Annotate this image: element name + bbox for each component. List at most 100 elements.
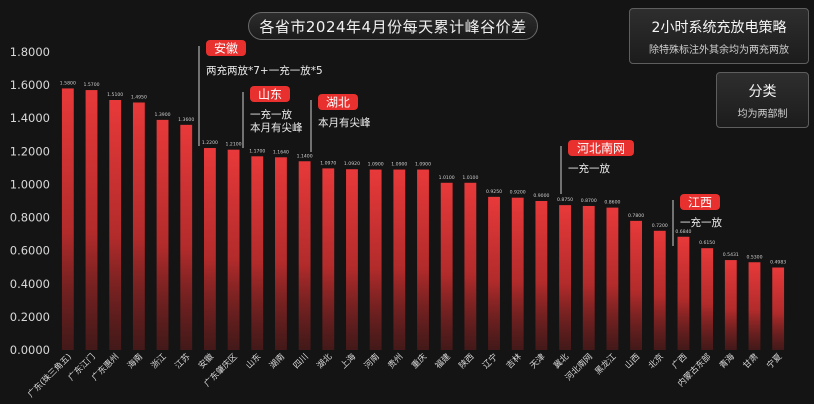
- bar: [298, 161, 311, 350]
- bar-value-label: 1.3900: [155, 112, 171, 118]
- bar-value-label: 0.9000: [533, 193, 549, 199]
- bar: [203, 148, 216, 350]
- bar-value-label: 1.0970: [320, 160, 336, 166]
- bar: [606, 207, 619, 350]
- bar: [322, 168, 335, 350]
- bar-value-labels: 1.5800 1.5700 1.5100 1.4950 1.3900 1.3600 1.22…: [60, 80, 786, 265]
- annotation-note: 一充一放: [680, 216, 722, 229]
- bar: [346, 169, 358, 350]
- bar-value-label: 0.5431: [723, 252, 739, 258]
- bar: [227, 149, 240, 350]
- bar: [701, 248, 714, 350]
- bar-value-label: 0.7200: [652, 223, 668, 229]
- bar-value-label: 1.2100: [226, 142, 242, 148]
- y-tick-label: 1.2000: [10, 144, 50, 158]
- bar: [464, 182, 477, 350]
- bar: [677, 236, 690, 350]
- annotation-note: 两充两放*7+一充一放*5: [206, 64, 323, 77]
- bar-value-label: 1.0100: [439, 175, 455, 181]
- annotation-tag-text: 湖北: [326, 95, 350, 110]
- bar: [132, 102, 145, 350]
- bar-value-label: 1.1640: [273, 149, 289, 155]
- bar: [393, 169, 406, 350]
- bar: [630, 220, 643, 350]
- x-tick-label: 吉林: [504, 351, 524, 371]
- x-axis-labels: 广东(珠三角五)广东江门广东惠州 海南 浙江 江苏 安徽广东肇庆区 山东 湖南 四川 湖北 上海河…: [25, 351, 784, 400]
- x-tick-label: 辽宁: [480, 351, 500, 371]
- annotation-tag-bg: [250, 86, 290, 102]
- bar-value-label: 1.1400: [297, 153, 313, 159]
- bar: [156, 119, 169, 350]
- bar-value-label: 1.5100: [107, 92, 123, 98]
- bar: [180, 124, 193, 350]
- x-tick-label: 贵州: [386, 351, 406, 371]
- x-tick-label: 江苏: [173, 351, 193, 371]
- annotation-note: 本月有尖峰: [318, 116, 371, 129]
- bar: [724, 260, 737, 350]
- x-tick-label: 河南: [362, 351, 382, 371]
- annotation-note: 一充一放: [250, 108, 292, 121]
- x-tick-label: 广西: [670, 351, 690, 371]
- chart-title: 各省市2024年4月份每天累计峰谷价差: [248, 12, 538, 40]
- y-tick-label: 1.8000: [10, 45, 50, 59]
- x-tick-label: 宁夏: [764, 351, 784, 371]
- bar: [61, 88, 74, 350]
- strategy-panel: 2小时系统充放电策略 除特殊标注外其余均为两充两放: [629, 8, 809, 64]
- y-tick-label: 1.4000: [10, 111, 50, 125]
- x-tick-label: 山东: [244, 351, 264, 371]
- bar-value-label: 1.3600: [178, 117, 194, 123]
- bar-value-label: 1.5700: [83, 82, 99, 88]
- x-tick-label: 天津: [528, 351, 548, 371]
- category-title: 分类: [748, 83, 777, 100]
- bar: [109, 100, 122, 350]
- bar-value-label: 1.4950: [131, 94, 147, 100]
- bar-value-label: 1.0900: [391, 162, 407, 168]
- x-tick-label: 安徽: [196, 351, 216, 371]
- bar: [440, 182, 453, 350]
- x-tick-label: 海南: [125, 351, 145, 371]
- y-tick-label: 0.2000: [10, 310, 50, 324]
- bar: [251, 156, 264, 350]
- bar-value-label: 1.0900: [415, 162, 431, 168]
- annotation-tag-bg: [318, 94, 358, 110]
- y-tick-label: 0.4000: [10, 277, 50, 291]
- y-tick-label: 0.8000: [10, 211, 50, 225]
- x-tick-label: 甘肃: [741, 351, 761, 371]
- annotation-tag-text: 山东: [258, 88, 282, 102]
- bar-value-label: 0.8700: [581, 198, 597, 204]
- bar: [748, 262, 761, 350]
- annotation-note: 本月有尖峰: [250, 121, 303, 134]
- bar: [653, 230, 666, 350]
- bar-value-label: 0.8600: [604, 200, 620, 206]
- x-tick-label: 四川: [292, 352, 311, 371]
- y-tick-label: 1.6000: [10, 78, 50, 92]
- bar: [772, 267, 785, 350]
- annotation-tag-bg: [680, 194, 720, 210]
- annotation-tag-text: 安徽: [214, 41, 238, 56]
- bar: [275, 157, 287, 350]
- bar: [369, 169, 382, 350]
- x-tick-label: 湖北: [315, 352, 334, 371]
- annotation-note: 一充一放: [568, 162, 610, 175]
- chart-title-text: 各省市2024年4月份每天累计峰谷价差: [259, 17, 527, 36]
- bar-value-label: 0.9200: [510, 190, 526, 196]
- strategy-title: 2小时系统充放电策略: [651, 19, 787, 36]
- annotation-tag-bg: [568, 140, 634, 156]
- x-tick-label: 陕西: [457, 351, 477, 371]
- y-tick-label: 0.0000: [10, 343, 50, 357]
- annotation-tag-text: 河北南网: [577, 141, 625, 156]
- annotation-tag-text: 江西: [688, 196, 712, 210]
- x-tick-label: 北京: [646, 351, 666, 371]
- bar: [85, 90, 98, 351]
- bar-value-label: 0.4983: [770, 260, 786, 266]
- y-tick-label: 1.0000: [10, 177, 50, 191]
- x-tick-label: 青海: [717, 351, 737, 371]
- strategy-subtitle: 除特殊标注外其余均为两充两放: [649, 44, 789, 56]
- bar-value-label: 0.7800: [628, 213, 644, 219]
